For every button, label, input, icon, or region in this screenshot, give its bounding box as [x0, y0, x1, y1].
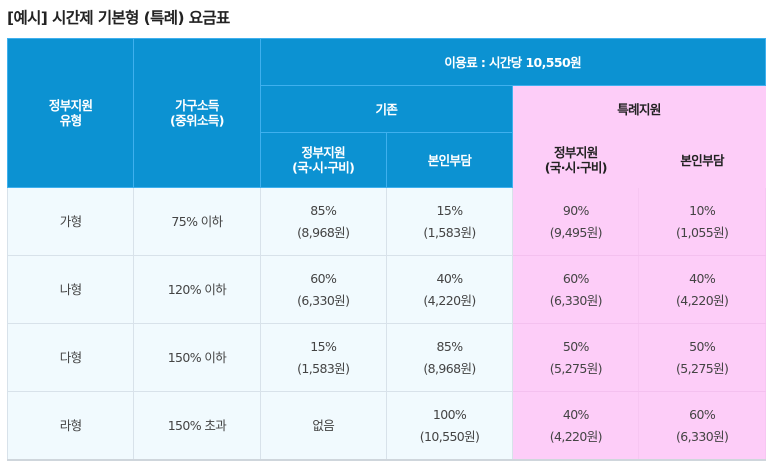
- pct: 100%: [432, 406, 467, 422]
- amount: (1,583원): [297, 360, 350, 376]
- amount: (8,968원): [423, 360, 476, 376]
- header-income-line1: 가구소득: [175, 98, 219, 113]
- pct: 50%: [562, 338, 590, 354]
- cell-existing-gov: 85% (8,968원): [259, 187, 387, 256]
- pct: 60%: [310, 270, 337, 286]
- pct: 60%: [689, 406, 716, 422]
- cell-existing-self: 40% (4,220원): [385, 255, 514, 324]
- header-special-gov-support: 정부지원 (국·시·구비): [512, 132, 640, 188]
- pct: 40%: [689, 270, 716, 286]
- cell-special-self: 40% (4,220원): [638, 255, 766, 324]
- header-existing-self-pay: 본인부담: [385, 132, 514, 188]
- pct: 없음: [312, 417, 335, 433]
- header-support-type: 정부지원 유형: [6, 38, 135, 188]
- amount: (5,275원): [549, 360, 603, 376]
- pct: 40%: [436, 270, 464, 286]
- cell-existing-self: 100% (10,550원): [385, 391, 514, 461]
- cell-existing-self: 15% (1,583원): [385, 187, 514, 256]
- header-support-type-line1: 정부지원: [48, 98, 93, 113]
- amount: (5,275원): [676, 360, 729, 376]
- cell-income: 75% 이하: [133, 187, 261, 256]
- pct: 90%: [562, 202, 590, 218]
- cell-existing-self: 85% (8,968원): [385, 323, 514, 392]
- amount: (8,968원): [297, 224, 350, 240]
- header-fee: 이용료 : 시간당 10,550원: [259, 38, 766, 86]
- header-household-income: 가구소득 (중위소득): [133, 38, 261, 188]
- cell-special-self: 50% (5,275원): [638, 323, 766, 392]
- cell-existing-gov: 60% (6,330원): [259, 255, 387, 324]
- cell-special-gov: 60% (6,330원): [512, 255, 640, 324]
- header-special-support: 특례지원: [512, 85, 766, 133]
- header-existing-gov-support: 정부지원 (국·시·구비): [259, 132, 387, 188]
- pct: 50%: [689, 338, 716, 354]
- cell-special-self: 60% (6,330원): [638, 391, 766, 461]
- amount: (6,330원): [549, 292, 603, 308]
- header-existing: 기존: [259, 85, 514, 133]
- cell-type: 나형: [6, 255, 135, 324]
- header-gov-line1: 정부지원: [301, 145, 346, 160]
- cell-income: 150% 이하: [133, 323, 261, 392]
- table-row: 다형 150% 이하 15% (1,583원) 85% (8,968원) 50% (5…: [6, 323, 766, 392]
- cell-special-gov: 90% (9,495원): [512, 187, 640, 256]
- cell-existing-gov: 없음: [259, 391, 387, 461]
- amount: (4,220원): [549, 428, 603, 444]
- amount: (4,220원): [423, 292, 476, 308]
- pct: 85%: [310, 202, 337, 218]
- header-special-self-pay: 본인부담: [638, 132, 766, 188]
- amount: (6,330원): [297, 292, 350, 308]
- amount: (10,550원): [419, 428, 480, 444]
- cell-type: 다형: [6, 323, 135, 392]
- pct: 60%: [562, 270, 590, 286]
- fee-table: 정부지원 유형 가구소득 (중위소득) 이용료 : 시간당 10,550원 기존…: [6, 38, 766, 461]
- page-title: [예시] 시간제 기본형 (특례) 요금표: [7, 9, 230, 27]
- cell-special-self: 10% (1,055원): [638, 187, 766, 256]
- pct: 40%: [562, 406, 590, 422]
- amount: (6,330원): [676, 428, 729, 444]
- header-gov-line2: (국·시·구비): [544, 160, 608, 175]
- cell-existing-gov: 15% (1,583원): [259, 323, 387, 392]
- cell-income: 150% 초과: [133, 391, 261, 461]
- pct: 10%: [689, 202, 716, 218]
- amount: (1,583원): [423, 224, 476, 240]
- pct: 85%: [436, 338, 464, 354]
- amount: (4,220원): [676, 292, 729, 308]
- cell-special-gov: 40% (4,220원): [512, 391, 640, 461]
- cell-type: 라형: [6, 391, 135, 461]
- cell-income: 120% 이하: [133, 255, 261, 324]
- table-row: 나형 120% 이하 60% (6,330원) 40% (4,220원) 60% (6…: [6, 255, 766, 324]
- amount: (9,495원): [549, 224, 603, 240]
- amount: (1,055원): [676, 224, 729, 240]
- pct: 15%: [310, 338, 337, 354]
- cell-special-gov: 50% (5,275원): [512, 323, 640, 392]
- cell-type: 가형: [6, 187, 135, 256]
- header-gov-line1: 정부지원: [554, 145, 598, 160]
- header-income-line2: (중위소득): [170, 113, 224, 128]
- header-gov-line2: (국·시·구비): [292, 160, 355, 175]
- header-support-type-line2: 유형: [59, 113, 82, 128]
- table-row: 가형 75% 이하 85% (8,968원) 15% (1,583원) 90% (9,…: [6, 187, 766, 256]
- pct: 15%: [436, 202, 464, 218]
- table-row: 라형 150% 초과 없음 100% (10,550원) 40% (4,220원) …: [6, 391, 766, 461]
